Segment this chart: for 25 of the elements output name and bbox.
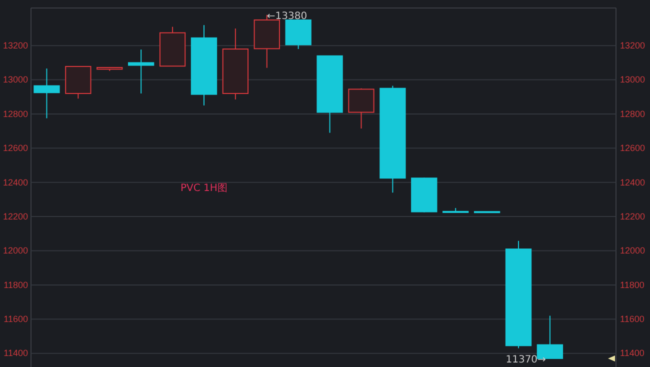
y2-tick-label: 11800	[620, 280, 644, 290]
y2-tick-label: 12800	[620, 108, 646, 119]
y-tick-label: 11800	[4, 280, 28, 290]
y2-tick-label: 11400	[620, 348, 644, 358]
y2-tick-label: 12400	[620, 177, 646, 188]
annotation: 11370→	[506, 354, 546, 366]
y-tick-label: 13200	[2, 40, 28, 50]
y2-tick-label: 12600	[620, 143, 646, 154]
y-tick-label: 12800	[2, 108, 28, 119]
y2-tick-label: 11600	[620, 314, 644, 324]
y-tick-label: 11600	[4, 314, 28, 324]
candlestick	[128, 49, 154, 94]
annotation: ←13380	[266, 10, 308, 22]
annotation: PVC 1H图	[180, 182, 228, 194]
y2-tick-label: 12000	[620, 246, 646, 256]
y2-tick-label: 12200	[620, 211, 646, 222]
y-tick-label: 13000	[2, 74, 28, 85]
y-tick-label: 12000	[2, 246, 28, 256]
candlestick	[34, 68, 60, 119]
y-tick-label: 12400	[2, 177, 28, 188]
y-tick-label: 12600	[2, 143, 28, 154]
y-tick-label: 12200	[2, 211, 28, 222]
y2-tick-label: 13200	[620, 40, 646, 50]
y-tick-label: 11400	[4, 348, 28, 358]
y2-tick-label: 13000	[620, 74, 646, 85]
